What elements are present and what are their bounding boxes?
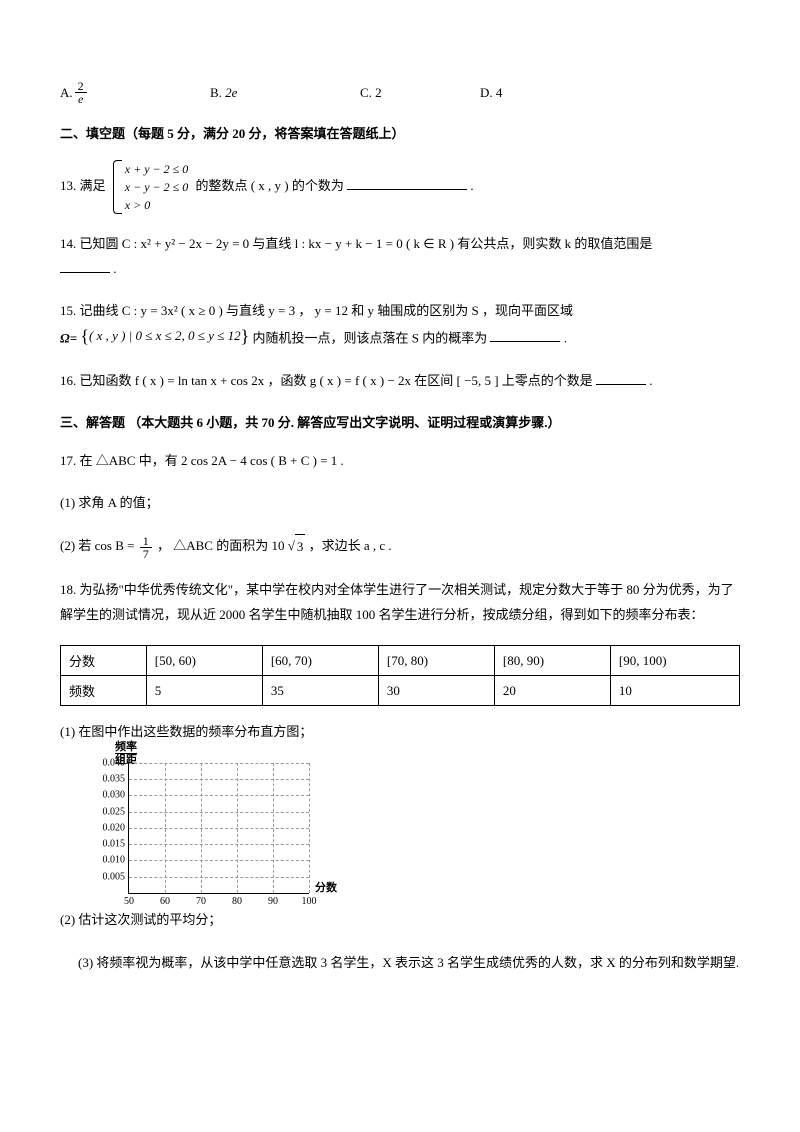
- q13-blank: [347, 177, 467, 190]
- section-3-title: 三、解答题 （本大题共 6 小题，共 70 分. 解答应写出文字说明、证明过程或…: [60, 412, 740, 431]
- option-c-value: 2: [375, 85, 382, 101]
- q15-omega: Ω=: [60, 330, 77, 345]
- option-b-value: 2e: [225, 85, 237, 101]
- q18-part3: (3) 将频率视为概率，从该中学中任意选取 3 名学生，X 表示这 3 名学生成…: [78, 951, 740, 976]
- option-b-label: B.: [210, 85, 222, 101]
- question-17-head: 17. 在 △ABC 中，有 2 cos 2A − 4 cos ( B + C …: [60, 449, 740, 474]
- q16-suffix: .: [649, 373, 652, 388]
- question-14: 14. 已知圆 C : x² + y² − 2x − 2y = 0 与直线 l …: [60, 232, 740, 281]
- col-5: [90, 100): [610, 646, 739, 676]
- option-d-value: 4: [496, 85, 503, 101]
- col-3: [70, 80): [378, 646, 494, 676]
- q18-table: 分数 [50, 60) [60, 70) [70, 80) [80, 90) […: [60, 645, 740, 706]
- q17-cosb-frac: 1 7: [140, 535, 152, 560]
- section-2-title: 二、填空题（每题 5 分，满分 20 分，将答案填在答题纸上）: [60, 123, 740, 142]
- q15-set: { ( x , y ) | 0 ≤ x ≤ 2, 0 ≤ y ≤ 12 }: [80, 324, 249, 349]
- q17-sqrt: √3: [288, 534, 306, 560]
- histogram-axes: 频率 组距 分数 0.0050.0100.0150.0200.0250.0300…: [128, 763, 309, 894]
- row-label: 频数: [61, 676, 147, 706]
- option-d: D. 4: [480, 80, 560, 105]
- q14-blank: [60, 260, 110, 273]
- q15-blank: [490, 329, 560, 342]
- q17-part2: (2) 若 cos B = 1 7 ， △ABC 的面积为 10 √3 ，求边长…: [60, 534, 740, 560]
- histogram-xlabel: 分数: [315, 879, 337, 895]
- q18-histogram: 频率 组距 分数 0.0050.0100.0150.0200.0250.0300…: [100, 763, 300, 894]
- question-16: 16. 已知函数 f ( x ) = ln tan x + cos 2x ，函数…: [60, 369, 740, 394]
- col-1: [50, 60): [146, 646, 262, 676]
- q16-text: 16. 已知函数 f ( x ) = ln tan x + cos 2x ，函数…: [60, 373, 593, 388]
- option-a: A. 2 e: [60, 80, 210, 105]
- q13-prefix: 13. 满足: [60, 178, 106, 193]
- table-header-row: 分数 [50, 60) [60, 70) [70, 80) [80, 90) […: [61, 646, 740, 676]
- col-label: 分数: [61, 646, 147, 676]
- col-2: [60, 70): [262, 646, 378, 676]
- histogram-grid: 0.0050.0100.0150.0200.0250.0300.0350.040…: [129, 763, 309, 893]
- q14-text: 14. 已知圆 C : x² + y² − 2x − 2y = 0 与直线 l …: [60, 236, 652, 251]
- option-b: B. 2e: [210, 80, 360, 105]
- option-a-label: A.: [60, 85, 73, 101]
- table-row: 频数 5 35 30 20 10: [61, 676, 740, 706]
- option-c-label: C.: [360, 85, 372, 101]
- option-a-frac: 2 e: [75, 80, 87, 105]
- question-18-para: 18. 为弘扬"中华优秀传统文化"，某中学在校内对全体学生进行了一次相关测试，规…: [60, 578, 740, 627]
- q18-part2: (2) 估计这次测试的平均分；: [60, 908, 740, 933]
- q17-part1: (1) 求角 A 的值；: [60, 491, 740, 516]
- q12-options: A. 2 e B. 2e C. 2 D. 4: [60, 80, 740, 105]
- q13-suffix: .: [470, 178, 473, 193]
- q15-suffix: .: [564, 330, 567, 345]
- q15-line1: 15. 记曲线 C : y = 3x² ( x ≥ 0 ) 与直线 y = 3 …: [60, 299, 740, 324]
- q18-part1: (1) 在图中作出这些数据的频率分布直方图；: [60, 720, 740, 745]
- q15-mid: 内随机投一点，则该点落在 S 内的概率为: [253, 330, 488, 345]
- option-c: C. 2: [360, 80, 480, 105]
- q16-blank: [596, 372, 646, 385]
- q15-line2: Ω= { ( x , y ) | 0 ≤ x ≤ 2, 0 ≤ y ≤ 12 }…: [60, 324, 740, 351]
- option-d-label: D.: [480, 85, 493, 101]
- question-15: 15. 记曲线 C : y = 3x² ( x ≥ 0 ) 与直线 y = 3 …: [60, 299, 740, 351]
- q13-system: x + y − 2 ≤ 0 x − y − 2 ≤ 0 x > 0: [113, 160, 188, 214]
- question-13: 13. 满足 x + y − 2 ≤ 0 x − y − 2 ≤ 0 x > 0…: [60, 160, 740, 214]
- col-4: [80, 90): [494, 646, 610, 676]
- q14-suffix: .: [113, 261, 116, 276]
- q13-mid: 的整数点 ( x , y ) 的个数为: [195, 178, 343, 193]
